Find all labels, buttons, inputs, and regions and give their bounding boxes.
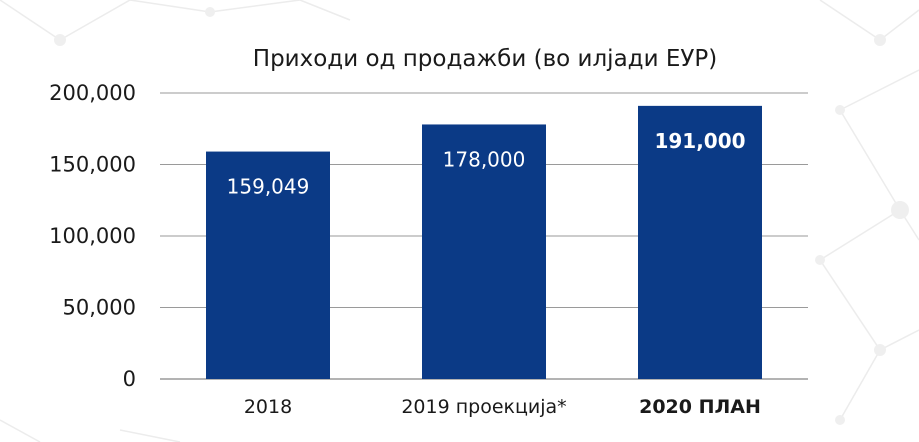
y-axis-tick-labels: 0 50,000 100,000 150,000 200,000 — [49, 81, 136, 391]
category-label: 2019 проекција* — [401, 396, 566, 418]
x-axis-category-labels: 2018 2019 проекција* 2020 ПЛАН — [244, 396, 761, 418]
data-label: 159,049 — [227, 175, 310, 199]
chart-title: Приходи од продажби (во илјади ЕУР) — [253, 46, 717, 72]
bar — [638, 105, 762, 380]
category-label: 2020 ПЛАН — [639, 396, 761, 418]
y-tick-label: 200,000 — [49, 81, 136, 105]
y-tick-label: 150,000 — [49, 153, 136, 177]
bar — [206, 151, 330, 379]
data-labels: 159,049 178,000 191,000 — [227, 129, 746, 199]
data-label: 178,000 — [443, 147, 526, 171]
y-tick-label: 100,000 — [49, 224, 136, 248]
y-tick-label: 50,000 — [63, 296, 136, 320]
bars — [206, 105, 762, 380]
category-label: 2018 — [244, 396, 292, 418]
data-label: 191,000 — [654, 129, 745, 153]
bar — [422, 124, 546, 380]
y-tick-label: 0 — [123, 367, 136, 391]
